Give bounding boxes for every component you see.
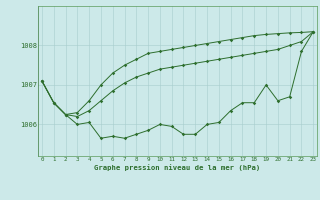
X-axis label: Graphe pression niveau de la mer (hPa): Graphe pression niveau de la mer (hPa) bbox=[94, 164, 261, 171]
